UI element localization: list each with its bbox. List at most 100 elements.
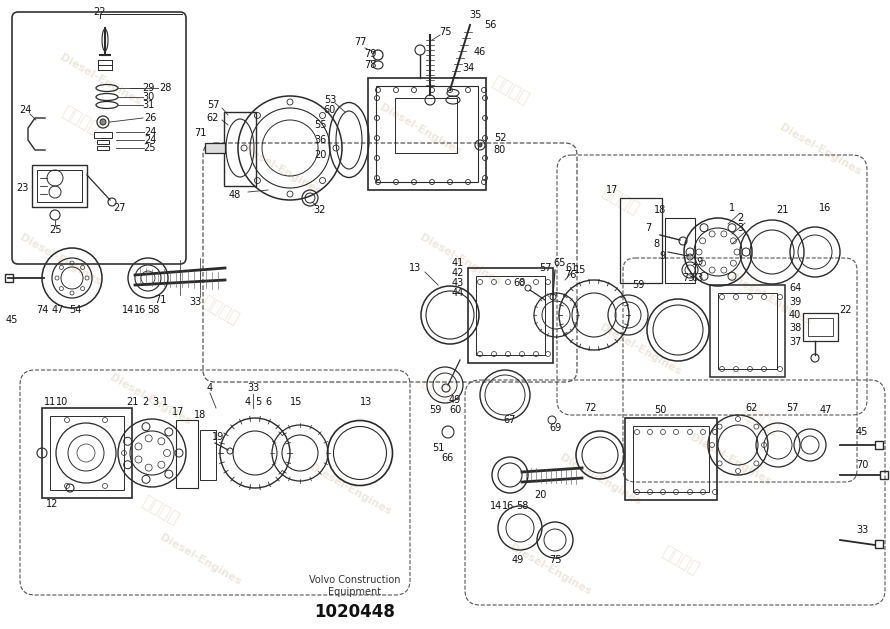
Text: 24: 24 [144,135,156,145]
Text: 31: 31 [142,100,154,110]
Text: 16: 16 [819,203,831,213]
Text: 80: 80 [494,145,506,155]
Text: 33: 33 [856,525,868,535]
Text: 21: 21 [776,205,789,215]
Bar [200,430,216,480]
Text: 27: 27 [114,203,126,213]
Bar [224,112,256,186]
Text: 57: 57 [206,100,219,110]
Text: 77: 77 [353,37,367,47]
Text: Diesel-Engines: Diesel-Engines [18,233,102,287]
Text: 40: 40 [789,310,801,320]
Text: 38: 38 [789,323,801,333]
Text: 52: 52 [494,133,506,143]
Text: 28: 28 [158,83,171,93]
Text: 18: 18 [654,205,666,215]
Bar [395,98,457,153]
Circle shape [100,119,106,125]
Text: 55: 55 [314,120,327,130]
Text: 20: 20 [314,150,327,160]
Text: 53: 53 [324,95,336,105]
Text: Diesel-Engines: Diesel-Engines [108,372,192,427]
Text: 57: 57 [538,263,551,273]
Text: 8: 8 [653,239,659,249]
Bar [710,285,785,377]
Text: 4: 4 [207,383,213,393]
Text: 78: 78 [364,60,376,70]
Bar [718,293,777,369]
Bar [368,78,486,190]
Text: 68: 68 [514,278,526,288]
Text: 2: 2 [142,397,148,407]
Bar [5,274,13,282]
Text: 25: 25 [49,225,61,235]
Bar [205,143,225,153]
Text: 紫发动力: 紫发动力 [659,542,702,578]
Text: 54: 54 [69,305,81,315]
Text: 30: 30 [142,92,154,102]
Text: 47: 47 [52,305,64,315]
Text: 32: 32 [314,205,327,215]
Text: 24: 24 [19,105,31,115]
Bar [880,471,888,479]
Text: 66: 66 [441,453,454,463]
Text: 3: 3 [737,223,743,233]
Text: Diesel-Engines: Diesel-Engines [728,272,813,327]
Text: 17: 17 [172,407,184,417]
Text: 紫发动力: 紫发动力 [138,493,182,528]
Text: 1: 1 [729,203,735,213]
Text: 36: 36 [314,135,326,145]
Text: Volvo Construction: Volvo Construction [309,575,400,585]
Text: 58: 58 [147,305,159,315]
Text: 17: 17 [606,185,619,195]
Text: 13: 13 [360,397,372,407]
Text: 33: 33 [247,383,259,393]
Text: 62: 62 [746,403,758,413]
Bar [875,540,883,548]
Text: 29: 29 [142,83,154,93]
Text: 紫发动力: 紫发动力 [418,372,462,408]
Bar [376,86,478,182]
Text: 24: 24 [144,127,156,137]
Text: 紫发动力: 紫发动力 [738,402,781,438]
Text: 26: 26 [144,113,156,123]
Bar [665,218,695,283]
Text: 62: 62 [206,113,219,123]
Text: 16: 16 [502,501,514,511]
Text: Diesel-Engines: Diesel-Engines [238,143,322,198]
Text: 紫发动力: 紫发动力 [598,182,642,218]
Text: 73: 73 [682,273,694,283]
Text: 35: 35 [469,10,481,20]
Bar [97,140,109,144]
Text: 43: 43 [452,278,464,288]
Text: 57: 57 [786,403,798,413]
Text: 13: 13 [409,263,421,273]
Text: 72: 72 [584,403,596,413]
Bar [625,418,717,500]
Text: 59: 59 [632,280,644,290]
Text: 19: 19 [692,257,704,267]
Bar [875,441,883,449]
Text: 21: 21 [125,397,138,407]
Text: 15: 15 [290,397,303,407]
Bar [50,416,124,490]
Text: 47: 47 [820,405,832,415]
Text: 9: 9 [659,251,665,261]
Text: 64: 64 [789,283,801,293]
Text: 12: 12 [45,499,58,509]
Text: 10: 10 [56,397,69,407]
Text: 59: 59 [429,405,441,415]
Text: Equipment: Equipment [328,587,382,597]
Text: 45: 45 [6,315,18,325]
Text: 67: 67 [504,415,516,425]
Text: Diesel-Engines: Diesel-Engines [417,233,502,287]
Text: 39: 39 [789,297,801,307]
Text: 74: 74 [36,305,48,315]
Text: 79: 79 [364,49,376,59]
Text: 70: 70 [856,460,868,470]
Text: 1: 1 [162,397,168,407]
Text: 69: 69 [549,423,561,433]
Text: 63: 63 [692,273,704,283]
Text: 紫发动力: 紫发动力 [58,102,101,138]
Text: 7: 7 [645,223,651,233]
